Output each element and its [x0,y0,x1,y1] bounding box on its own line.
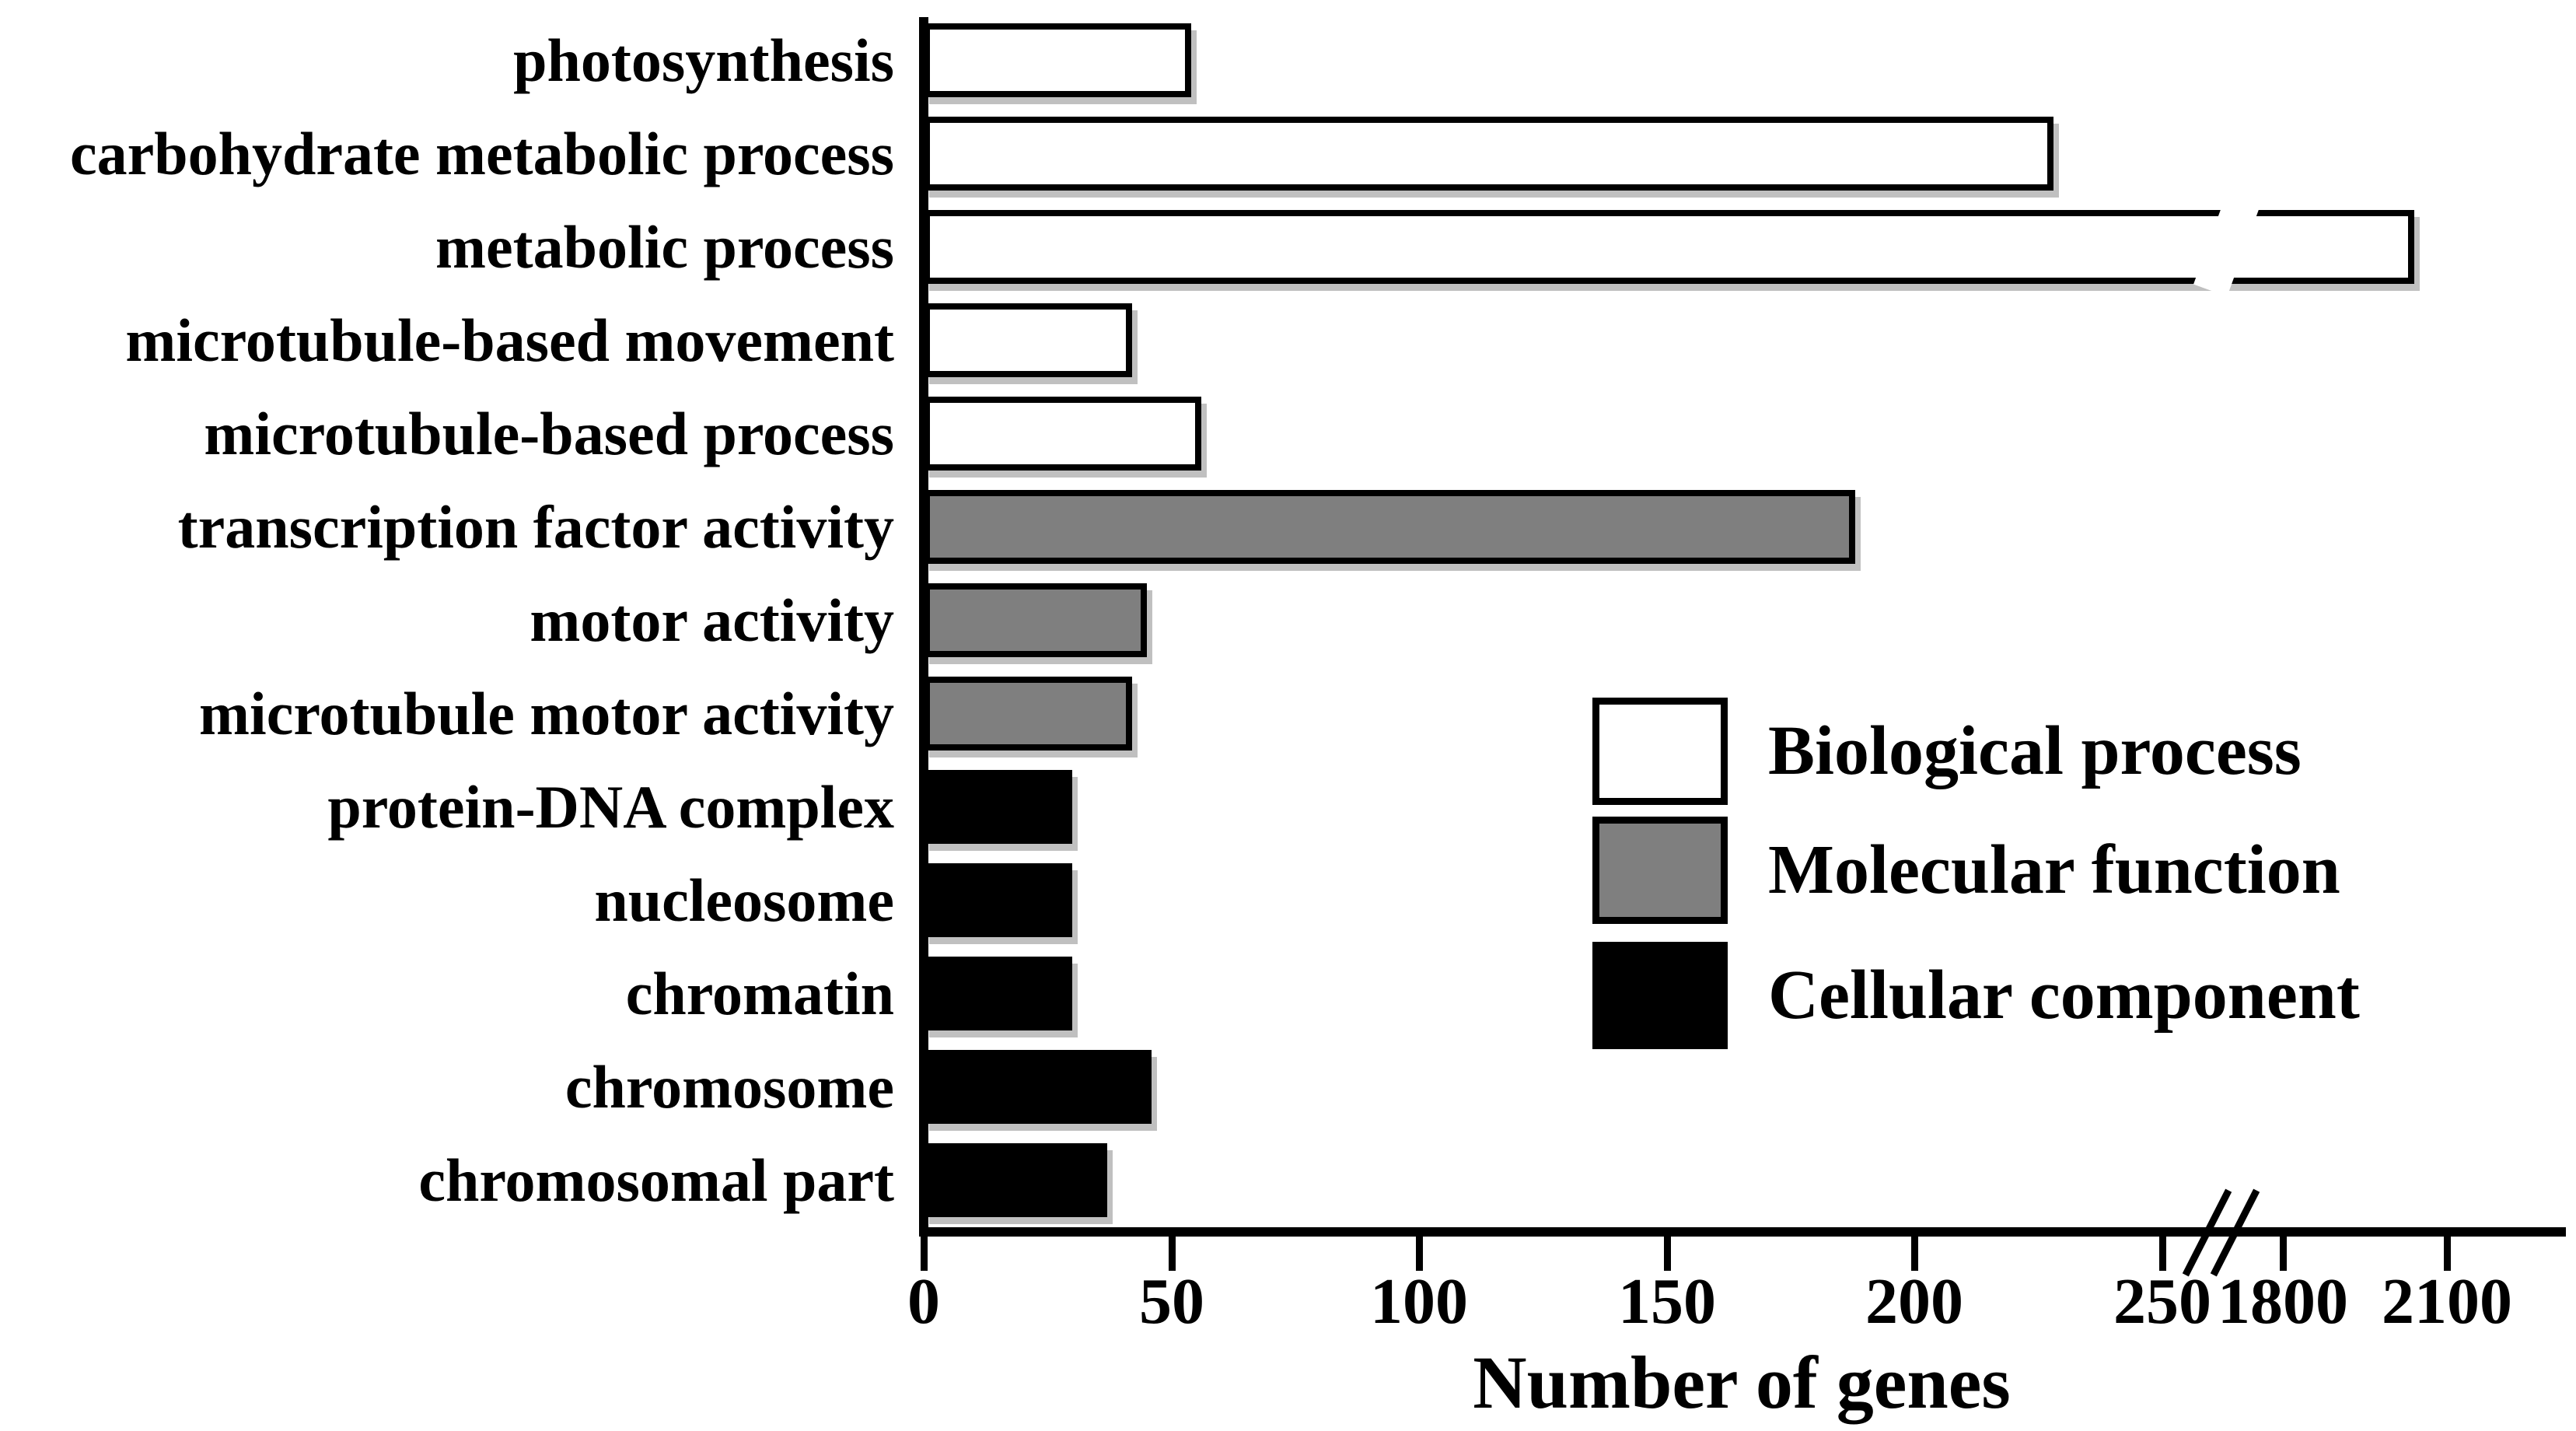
category-label-chromosome: chromosome [564,1053,894,1121]
x-tick-mark-50 [1169,1237,1176,1271]
category-label-microtubule-motor-activity: microtubule motor activity [199,680,894,747]
x-tick-mark-1800 [2280,1237,2287,1271]
x-tick-mark-0 [921,1237,928,1271]
bar-microtubule-based-movement [924,303,1132,377]
x-tick-mark-150 [1664,1237,1671,1271]
x-tick-label-200: 200 [1865,1265,1963,1338]
legend-label: Cellular component [1768,957,2360,1034]
category-label-nucleosome: nucleosome [594,866,894,934]
bar-carbohydrate-metabolic-process [924,117,2053,191]
legend-swatch-cellular-component [1592,942,1728,1049]
bar-microtubule-based-process [924,397,1201,471]
x-tick-mark-2100 [2444,1237,2451,1271]
x-tick-mark-200 [1911,1237,1918,1271]
category-label-chromosomal-part: chromosomal part [418,1146,894,1214]
x-tick-label-1800: 1800 [2218,1265,2348,1338]
bar-chromosomal-part [924,1143,1107,1217]
x-tick-label-0: 0 [907,1265,940,1338]
x-axis-title: Number of genes [1473,1341,2011,1424]
x-tick-label-150: 150 [1618,1265,1716,1338]
bar-motor-activity [924,583,1147,657]
category-label-transcription-factor-activity: transcription factor activity [177,493,894,561]
category-label-microtubule-based-movement: microtubule-based movement [125,306,894,374]
bar-transcription-factor-activity [924,490,1855,564]
bar-metabolic-process [924,210,2414,284]
bar-photosynthesis [924,23,1191,97]
legend-label: Molecular function [1768,831,2340,908]
legend-swatch-molecular-function [1592,817,1728,924]
x-tick-label-250: 250 [2113,1265,2211,1338]
bar-chromosome [924,1050,1152,1124]
category-label-metabolic-process: metabolic process [435,213,894,281]
category-label-protein-dna-complex: protein-DNA complex [327,773,894,841]
x-tick-label-2100: 2100 [2382,1265,2512,1338]
bar-protein-dna-complex [924,770,1072,844]
category-label-microtubule-based-process: microtubule-based process [204,400,894,467]
category-label-motor-activity: motor activity [530,586,894,654]
category-label-carbohydrate-metabolic-process: carbohydrate metabolic process [69,120,894,187]
x-tick-label-100: 100 [1370,1265,1468,1338]
x-tick-mark-100 [1416,1237,1423,1271]
x-tick-label-50: 50 [1139,1265,1204,1338]
legend-label: Biological process [1768,712,2302,789]
bar-nucleosome [924,863,1072,937]
x-axis-line [919,1227,2566,1237]
bar-microtubule-motor-activity [924,677,1132,750]
x-tick-mark-250 [2159,1237,2166,1271]
legend-swatch-biological-process [1592,698,1728,805]
category-label-chromatin: chromatin [625,960,894,1027]
category-label-photosynthesis: photosynthesis [513,26,894,94]
bar-chromatin [924,957,1072,1030]
